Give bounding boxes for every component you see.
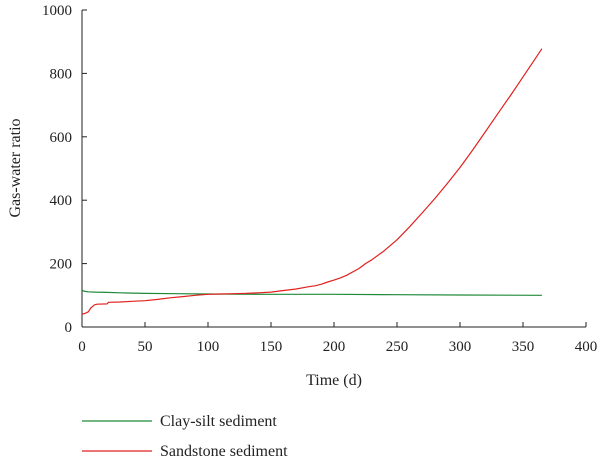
legend-label: Sandstone sediment bbox=[160, 443, 288, 460]
y-tick-label: 0 bbox=[65, 320, 73, 336]
y-tick-label: 200 bbox=[50, 257, 73, 273]
series-line-sandstone bbox=[81, 48, 543, 315]
y-tick-label: 600 bbox=[50, 130, 73, 146]
x-tick-label: 300 bbox=[449, 339, 472, 355]
y-tick-label: 800 bbox=[50, 66, 73, 82]
x-tick-label: 200 bbox=[323, 339, 346, 355]
x-tick-label: 350 bbox=[512, 339, 535, 355]
y-axis-title: Gas-water ratio bbox=[7, 118, 24, 217]
legend: Clay-silt sediment Sandstone sediment bbox=[82, 413, 288, 460]
x-ticks: 0 50 100 150 200 250 300 350 400 bbox=[78, 322, 597, 355]
x-tick-label: 400 bbox=[575, 339, 598, 355]
x-tick-label: 150 bbox=[260, 339, 283, 355]
y-tick-label: 1000 bbox=[42, 3, 72, 19]
x-axis-title: Time (d) bbox=[306, 372, 362, 389]
x-tick-label: 100 bbox=[197, 339, 220, 355]
series-line-clay-silt bbox=[81, 289, 542, 296]
x-tick-label: 0 bbox=[78, 339, 86, 355]
series-lines bbox=[81, 48, 543, 315]
legend-label: Clay-silt sediment bbox=[160, 413, 277, 430]
plot-area: 0 50 100 150 200 250 300 350 400 0 200 400 600 800 10… bbox=[42, 3, 597, 355]
x-tick-label: 250 bbox=[386, 339, 409, 355]
y-ticks: 0 200 400 600 800 1000 bbox=[42, 3, 87, 336]
x-tick-label: 50 bbox=[138, 339, 153, 355]
y-tick-label: 400 bbox=[50, 193, 73, 209]
